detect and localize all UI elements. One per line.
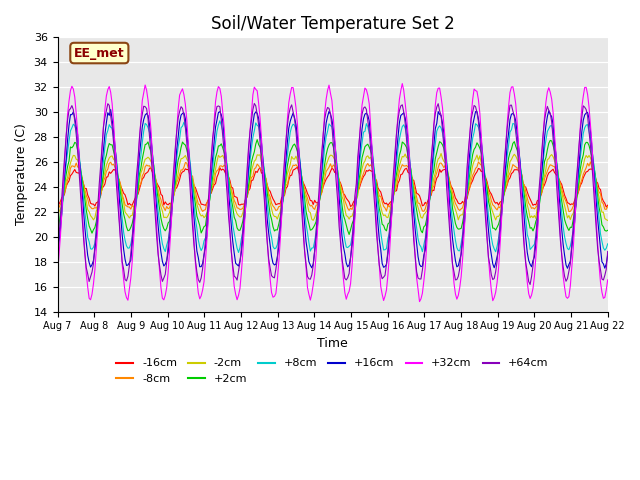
-8cm: [54, 207, 61, 213]
-2cm: [54, 215, 61, 221]
X-axis label: Time: Time: [317, 337, 348, 350]
+64cm: [602, 266, 610, 272]
-16cm: [529, 203, 537, 208]
-16cm: [72, 169, 80, 175]
-16cm: [90, 201, 97, 207]
+16cm: [338, 233, 346, 239]
+32cm: [531, 274, 538, 279]
-8cm: [90, 206, 97, 212]
+32cm: [602, 287, 610, 293]
Line: +8cm: +8cm: [58, 121, 608, 252]
+2cm: [531, 225, 538, 230]
-8cm: [602, 206, 610, 212]
Legend: -16cm, -8cm, -2cm, +2cm, +8cm, +16cm, +32cm, +64cm: -16cm, -8cm, -2cm, +2cm, +8cm, +16cm, +3…: [112, 354, 553, 388]
-2cm: [437, 151, 445, 156]
Line: -16cm: -16cm: [58, 167, 608, 207]
+8cm: [604, 241, 612, 247]
-16cm: [54, 201, 61, 206]
-2cm: [529, 215, 537, 220]
+2cm: [602, 228, 610, 234]
-2cm: [604, 217, 612, 223]
+64cm: [531, 248, 538, 254]
Line: -2cm: -2cm: [58, 154, 608, 220]
+32cm: [449, 262, 456, 268]
+64cm: [54, 250, 61, 256]
-16cm: [338, 184, 346, 190]
-16cm: [447, 183, 455, 189]
+32cm: [90, 281, 97, 287]
-8cm: [337, 183, 344, 189]
+2cm: [72, 140, 80, 146]
+32cm: [604, 277, 612, 283]
-16cm: [604, 203, 612, 208]
-2cm: [72, 156, 80, 162]
-8cm: [604, 204, 612, 209]
-8cm: [446, 180, 454, 185]
+16cm: [107, 107, 115, 112]
+2cm: [90, 227, 97, 233]
Line: +32cm: +32cm: [58, 84, 608, 301]
+16cm: [447, 218, 455, 224]
+32cm: [54, 272, 61, 277]
+2cm: [253, 137, 261, 143]
+8cm: [90, 244, 97, 250]
+64cm: [250, 101, 258, 107]
+64cm: [526, 282, 534, 288]
-2cm: [447, 187, 455, 192]
-8cm: [587, 159, 595, 165]
+8cm: [235, 250, 243, 255]
+32cm: [399, 81, 406, 86]
+16cm: [54, 255, 61, 261]
-2cm: [90, 217, 97, 223]
Line: +16cm: +16cm: [58, 109, 608, 268]
+64cm: [90, 261, 97, 267]
+64cm: [338, 255, 346, 261]
+16cm: [529, 258, 537, 264]
+32cm: [415, 299, 423, 304]
+2cm: [346, 231, 353, 237]
Line: +2cm: +2cm: [58, 140, 608, 234]
-16cm: [602, 204, 610, 210]
+8cm: [531, 241, 538, 247]
-8cm: [72, 160, 80, 166]
-16cm: [294, 164, 301, 170]
+64cm: [604, 249, 612, 254]
Line: +64cm: +64cm: [58, 104, 608, 285]
+2cm: [604, 228, 612, 233]
-8cm: [528, 205, 536, 211]
+2cm: [54, 226, 61, 232]
Text: EE_met: EE_met: [74, 47, 125, 60]
+32cm: [72, 111, 80, 117]
-8cm: [565, 209, 573, 215]
+64cm: [72, 132, 80, 137]
+2cm: [338, 202, 346, 208]
-2cm: [601, 216, 609, 221]
+16cm: [602, 261, 610, 267]
+8cm: [54, 240, 61, 245]
+16cm: [90, 258, 97, 264]
Y-axis label: Temperature (C): Temperature (C): [15, 123, 28, 226]
Title: Soil/Water Temperature Set 2: Soil/Water Temperature Set 2: [211, 15, 454, 33]
+8cm: [72, 128, 80, 133]
-2cm: [337, 183, 344, 189]
+32cm: [337, 233, 344, 239]
+16cm: [564, 265, 572, 271]
+64cm: [447, 246, 455, 252]
+8cm: [602, 245, 610, 251]
+8cm: [449, 218, 456, 224]
+2cm: [449, 206, 456, 212]
+8cm: [340, 228, 348, 234]
+8cm: [216, 118, 224, 124]
+16cm: [72, 123, 80, 129]
-16cm: [601, 200, 609, 206]
+16cm: [604, 252, 612, 258]
Line: -8cm: -8cm: [58, 162, 608, 212]
